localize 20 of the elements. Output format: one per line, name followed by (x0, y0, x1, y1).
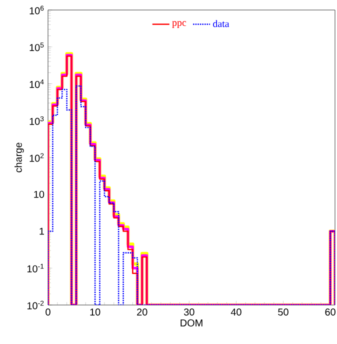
y-tick-label: 10$^{-1}$ (27, 264, 44, 272)
y-tick-label: 10$^{3}$ (30, 116, 44, 125)
legend-label: ppc (172, 21, 186, 28)
x-tick-label: 10 (90, 308, 100, 316)
legend-label: data (213, 20, 230, 28)
y-tick-label: 1 (40, 228, 44, 235)
x-tick-label: 20 (137, 308, 148, 316)
x-axis-title: DOM (180, 319, 202, 326)
y-tick-label: 10$^{4}$ (30, 79, 44, 88)
y-tick-label: 10$^{2}$ (30, 153, 44, 162)
x-tick-label: 30 (184, 308, 194, 316)
x-tick-label: 60 (325, 308, 336, 316)
y-tick-label: 10 (34, 190, 44, 198)
x-tick-label: 0 (46, 308, 50, 316)
y-axis-title: charge (14, 142, 24, 172)
y-tick-label: 10$^{6}$ (30, 6, 44, 14)
y-tick-label: 10$^{5}$ (30, 42, 44, 52)
y-tick-label: 10$^{-2}$ (27, 300, 44, 310)
x-tick-label: 40 (230, 308, 242, 316)
x-tick-label: 50 (278, 308, 288, 316)
